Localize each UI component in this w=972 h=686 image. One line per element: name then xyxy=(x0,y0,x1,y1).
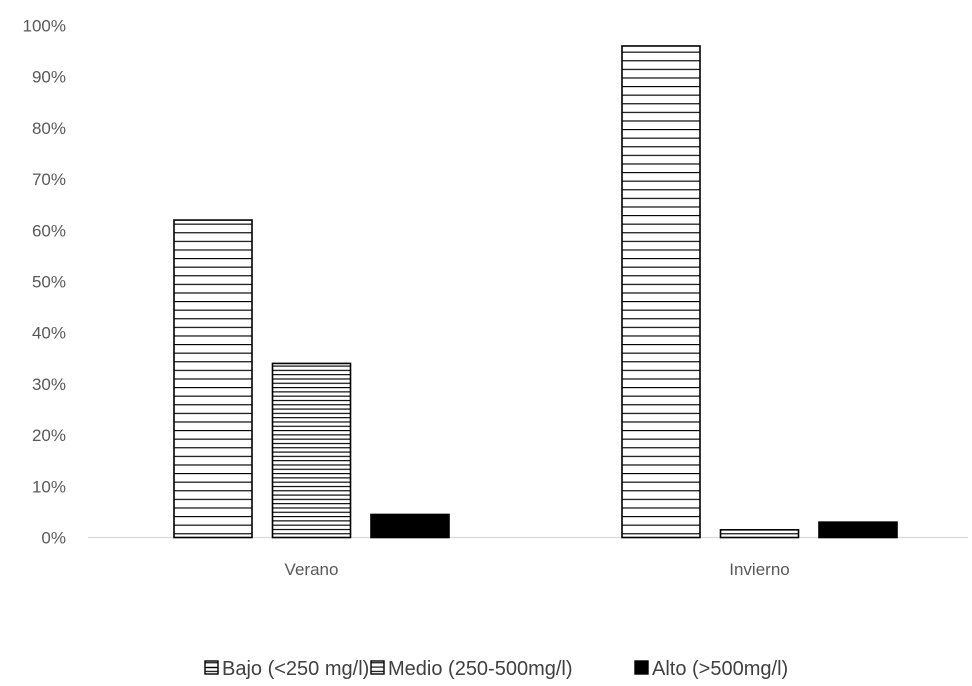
bar-medio-invierno xyxy=(719,529,800,539)
bar-bajo-verano xyxy=(173,219,253,539)
bar-medio-verano xyxy=(271,362,352,539)
y-tick-label: 90% xyxy=(32,68,66,87)
legend-label: Alto (>500mg/l) xyxy=(652,658,788,680)
bar-alto-invierno xyxy=(818,521,898,539)
legend-swatch xyxy=(634,660,649,675)
legend-item: Alto (>500mg/l) xyxy=(634,658,788,680)
y-tick-label: 60% xyxy=(32,221,66,240)
y-tick-label: 40% xyxy=(32,324,66,343)
y-tick-label: 70% xyxy=(32,170,66,189)
bar-alto-verano xyxy=(370,513,450,539)
category-labels: Verano Invierno xyxy=(285,560,790,579)
y-axis-ticks: 0% 10% 20% 30% 40% 50% 60% 70% 80% 90% 100% xyxy=(23,17,66,548)
legend: Bajo (<250 mg/l) Medio (250-500mg/l) Alto … xyxy=(204,658,788,680)
y-tick-label: 30% xyxy=(32,375,66,394)
bar-bajo-invierno xyxy=(621,45,701,539)
legend-swatch xyxy=(370,660,385,675)
y-tick-label: 80% xyxy=(32,119,66,138)
y-tick-label: 10% xyxy=(32,477,66,496)
y-tick-label: 20% xyxy=(32,426,66,445)
legend-item: Bajo (<250 mg/l) xyxy=(204,658,369,680)
x-category-label: Invierno xyxy=(729,560,789,579)
y-tick-label: 100% xyxy=(23,17,66,36)
legend-label: Medio (250-500mg/l) xyxy=(388,658,573,680)
legend-label: Bajo (<250 mg/l) xyxy=(222,658,369,680)
y-tick-label: 0% xyxy=(41,529,66,548)
x-category-label: Verano xyxy=(285,560,339,579)
y-tick-label: 50% xyxy=(32,273,66,292)
bars xyxy=(173,45,898,539)
legend-item: Medio (250-500mg/l) xyxy=(370,658,573,680)
